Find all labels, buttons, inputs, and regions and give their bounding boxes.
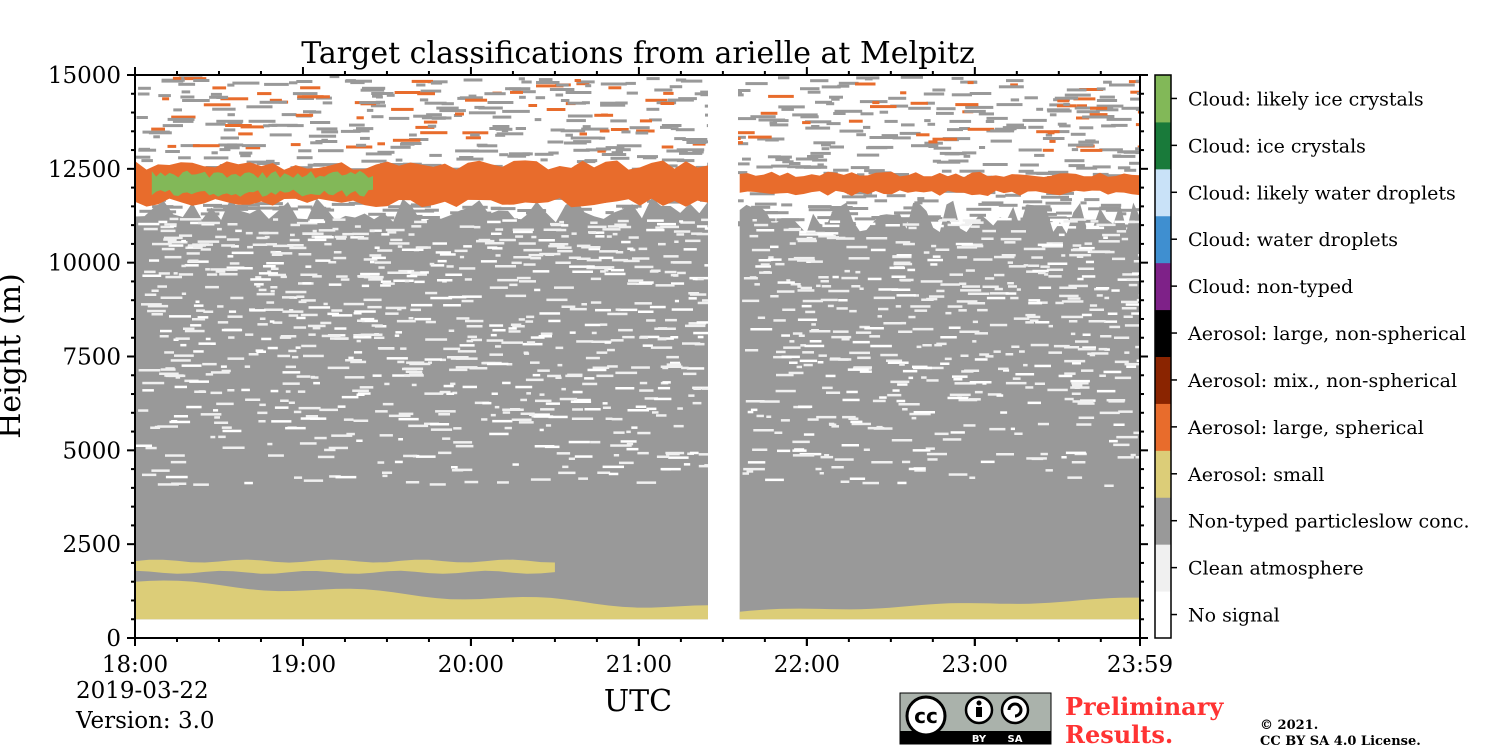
y-tick-label: 2500 [62, 532, 121, 558]
layer-non-typed-left [135, 197, 709, 620]
colorbar-label: Aerosol: large, spherical [1187, 417, 1424, 439]
colorbar-label: No signal [1188, 605, 1280, 627]
y-axis-label: Height (m) [0, 273, 28, 438]
colorbar: No signal Clean atmosphere Non-typed parti… [1154, 74, 1470, 639]
layer-aerosol-small-right [739, 597, 1140, 620]
colorbar-label: Aerosol: mix., non-spherical [1187, 370, 1457, 392]
colorbar-label: Clean atmosphere [1188, 558, 1364, 580]
colorbar-swatch [1155, 356, 1171, 404]
layer-cloud-likely-ice [151, 170, 373, 197]
results-label: Results. [1065, 720, 1173, 749]
colorbar-swatch [1155, 544, 1171, 592]
colorbar-swatch [1155, 403, 1171, 451]
colorbar-label: Cloud: likely water droplets [1188, 182, 1456, 204]
colorbar-swatch [1155, 215, 1171, 264]
layer-non-typed-right [739, 200, 1140, 620]
copyright-year: © 2021. [1260, 718, 1318, 733]
y-tick-label: 0 [106, 626, 121, 652]
layer-aerosol-small-left [135, 580, 709, 620]
colorbar-swatch [1155, 450, 1171, 498]
layer-aerosol-large-spherical-right [739, 171, 1140, 196]
colorbar-label: Cloud: non-typed [1188, 276, 1353, 298]
colorbar-label: Cloud: ice crystals [1188, 135, 1366, 157]
x-tick-label: 23:59 [1107, 652, 1173, 678]
version-label: Version: 3.0 [75, 708, 215, 734]
colorbar-label: Cloud: water droplets [1188, 229, 1398, 251]
preliminary-label: Preliminary [1065, 692, 1224, 721]
badge-sa: SA [1008, 734, 1023, 745]
colorbar-label: Aerosol: large, non-spherical [1187, 323, 1466, 345]
copyright-license: CC BY SA 4.0 License. [1260, 734, 1421, 749]
plot-area [135, 75, 1140, 638]
cc-text: cc [914, 704, 938, 728]
cc-icon [905, 695, 947, 737]
x-axis-label: UTC [604, 684, 672, 719]
y-tick-label: 15000 [48, 63, 121, 89]
x-tick-label: 20:00 [438, 652, 504, 678]
colorbar-swatch [1155, 168, 1171, 217]
colorbar-swatch [1155, 591, 1171, 639]
x-tick-label: 22:00 [774, 652, 840, 678]
colorbar-swatch [1155, 121, 1171, 170]
colorbar-swatch [1155, 75, 1171, 123]
y-tick-label: 5000 [62, 438, 121, 464]
share-alike-icon [1000, 695, 1030, 725]
colorbar-swatch [1155, 262, 1171, 311]
x-tick-label: 19:00 [270, 652, 336, 678]
chart-title: Target classifications from arielle at M… [301, 36, 975, 71]
colorbar-label: Aerosol: small [1187, 464, 1324, 486]
colorbar-swatch [1155, 497, 1171, 545]
layer-aerosol-small-upper-left [135, 559, 555, 574]
x-tick-label: 18:00 [102, 652, 168, 678]
x-axis: 18:00 19:00 20:00 21:00 22:00 23:00 23:59 [102, 67, 1173, 678]
data-gap [708, 75, 738, 638]
y-axis: 0 2500 5000 7500 10000 12500 15000 [48, 63, 1148, 652]
y-tick-label: 10000 [48, 251, 121, 277]
x-tick-label: 23:00 [942, 652, 1008, 678]
date-label: 2019-03-22 [76, 678, 209, 704]
colorbar-label: Cloud: likely ice crystals [1188, 88, 1424, 110]
badge-by: BY [972, 734, 987, 745]
y-tick-label: 12500 [48, 157, 121, 183]
cc-license-badge: cc BY SA [899, 692, 1052, 745]
colorbar-swatch [1155, 309, 1171, 357]
layer-aerosol-large-spherical-left [135, 160, 709, 208]
x-tick-label: 21:00 [606, 652, 672, 678]
colorbar-label: Non-typed particleslow conc. [1188, 511, 1470, 533]
y-tick-label: 7500 [62, 345, 121, 371]
